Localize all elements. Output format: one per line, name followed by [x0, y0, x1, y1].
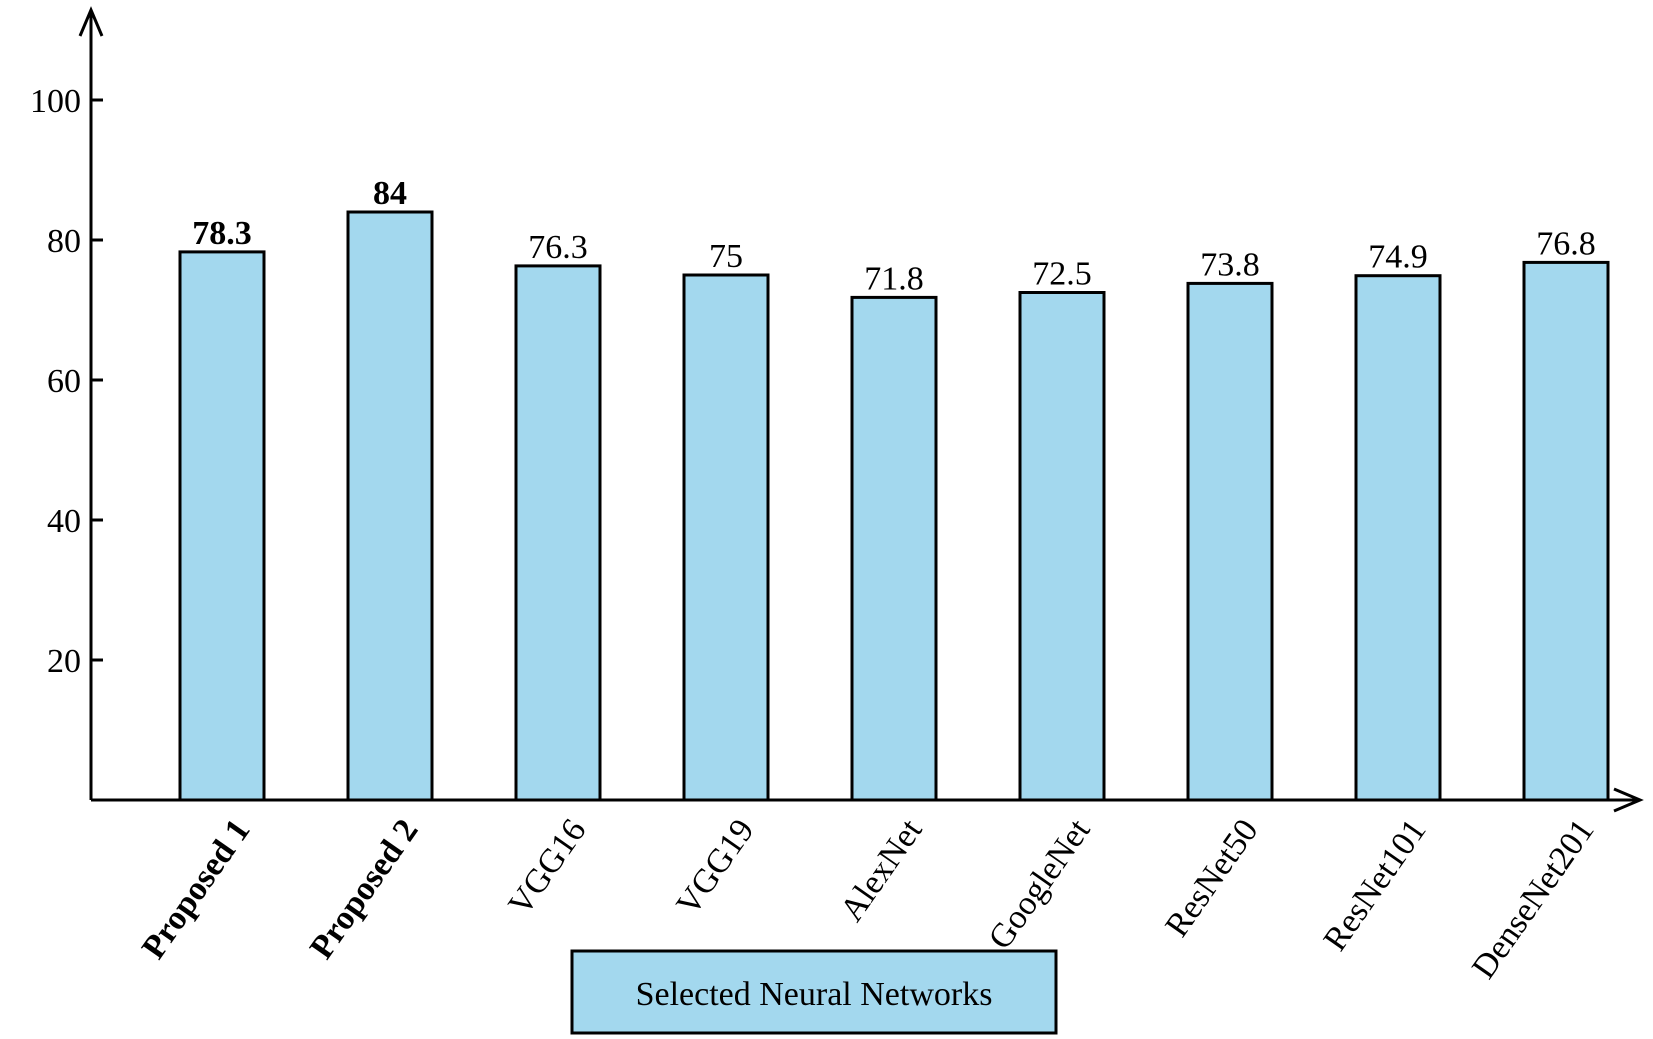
bars-layer — [178, 210, 1610, 802]
legend-label: Selected Neural Networks — [636, 976, 993, 1013]
value-label: 76.8 — [1536, 225, 1596, 262]
value-label: 72.5 — [1032, 256, 1092, 293]
value-label: 73.8 — [1200, 246, 1260, 283]
bar-densenet201 — [1522, 260, 1610, 802]
y-tick-label: 100 — [30, 83, 81, 120]
bar-vgg16 — [514, 264, 602, 802]
value-label: 78.3 — [192, 215, 252, 252]
y-tick-label: 80 — [47, 223, 81, 260]
bar-alexnet — [850, 295, 938, 802]
y-tick-label: 20 — [47, 643, 81, 680]
category-label: AlexNet — [833, 812, 930, 928]
value-label: 84 — [373, 175, 407, 212]
category-label: ResNet50 — [1158, 813, 1265, 944]
category-label: VGG16 — [501, 813, 593, 922]
y-axis-arrow — [78, 6, 104, 37]
value-label: 71.8 — [864, 260, 924, 297]
bar-proposed-1 — [178, 250, 266, 802]
category-label: Proposed 2 — [303, 813, 426, 966]
axes-layer — [78, 6, 1644, 813]
value-labels-layer: 78.3 84 76.3 75 71.8 72.5 73.8 74.9 76.8 — [192, 175, 1596, 297]
value-label: 76.3 — [528, 229, 588, 266]
y-tick-layer: 20 40 60 80 100 — [30, 83, 103, 680]
bar-resnet50 — [1186, 281, 1274, 802]
x-axis-arrow — [1613, 787, 1644, 813]
bar-resnet101 — [1354, 274, 1442, 802]
y-tick-label: 60 — [47, 363, 81, 400]
category-label: GoogleNet — [982, 812, 1098, 956]
category-label: DenseNet201 — [1465, 813, 1601, 986]
value-label: 74.9 — [1368, 239, 1428, 276]
category-label: Proposed 1 — [135, 813, 258, 966]
category-label: ResNet101 — [1317, 813, 1434, 958]
category-label: VGG19 — [669, 813, 761, 922]
bar-googlenet — [1018, 291, 1106, 802]
bar-vgg19 — [682, 273, 770, 802]
bar-proposed-2 — [346, 210, 434, 802]
value-label: 75 — [709, 238, 743, 275]
legend: Selected Neural Networks — [570, 949, 1058, 1035]
legend-swatch — [570, 949, 1058, 1035]
y-tick-label: 40 — [47, 503, 81, 540]
